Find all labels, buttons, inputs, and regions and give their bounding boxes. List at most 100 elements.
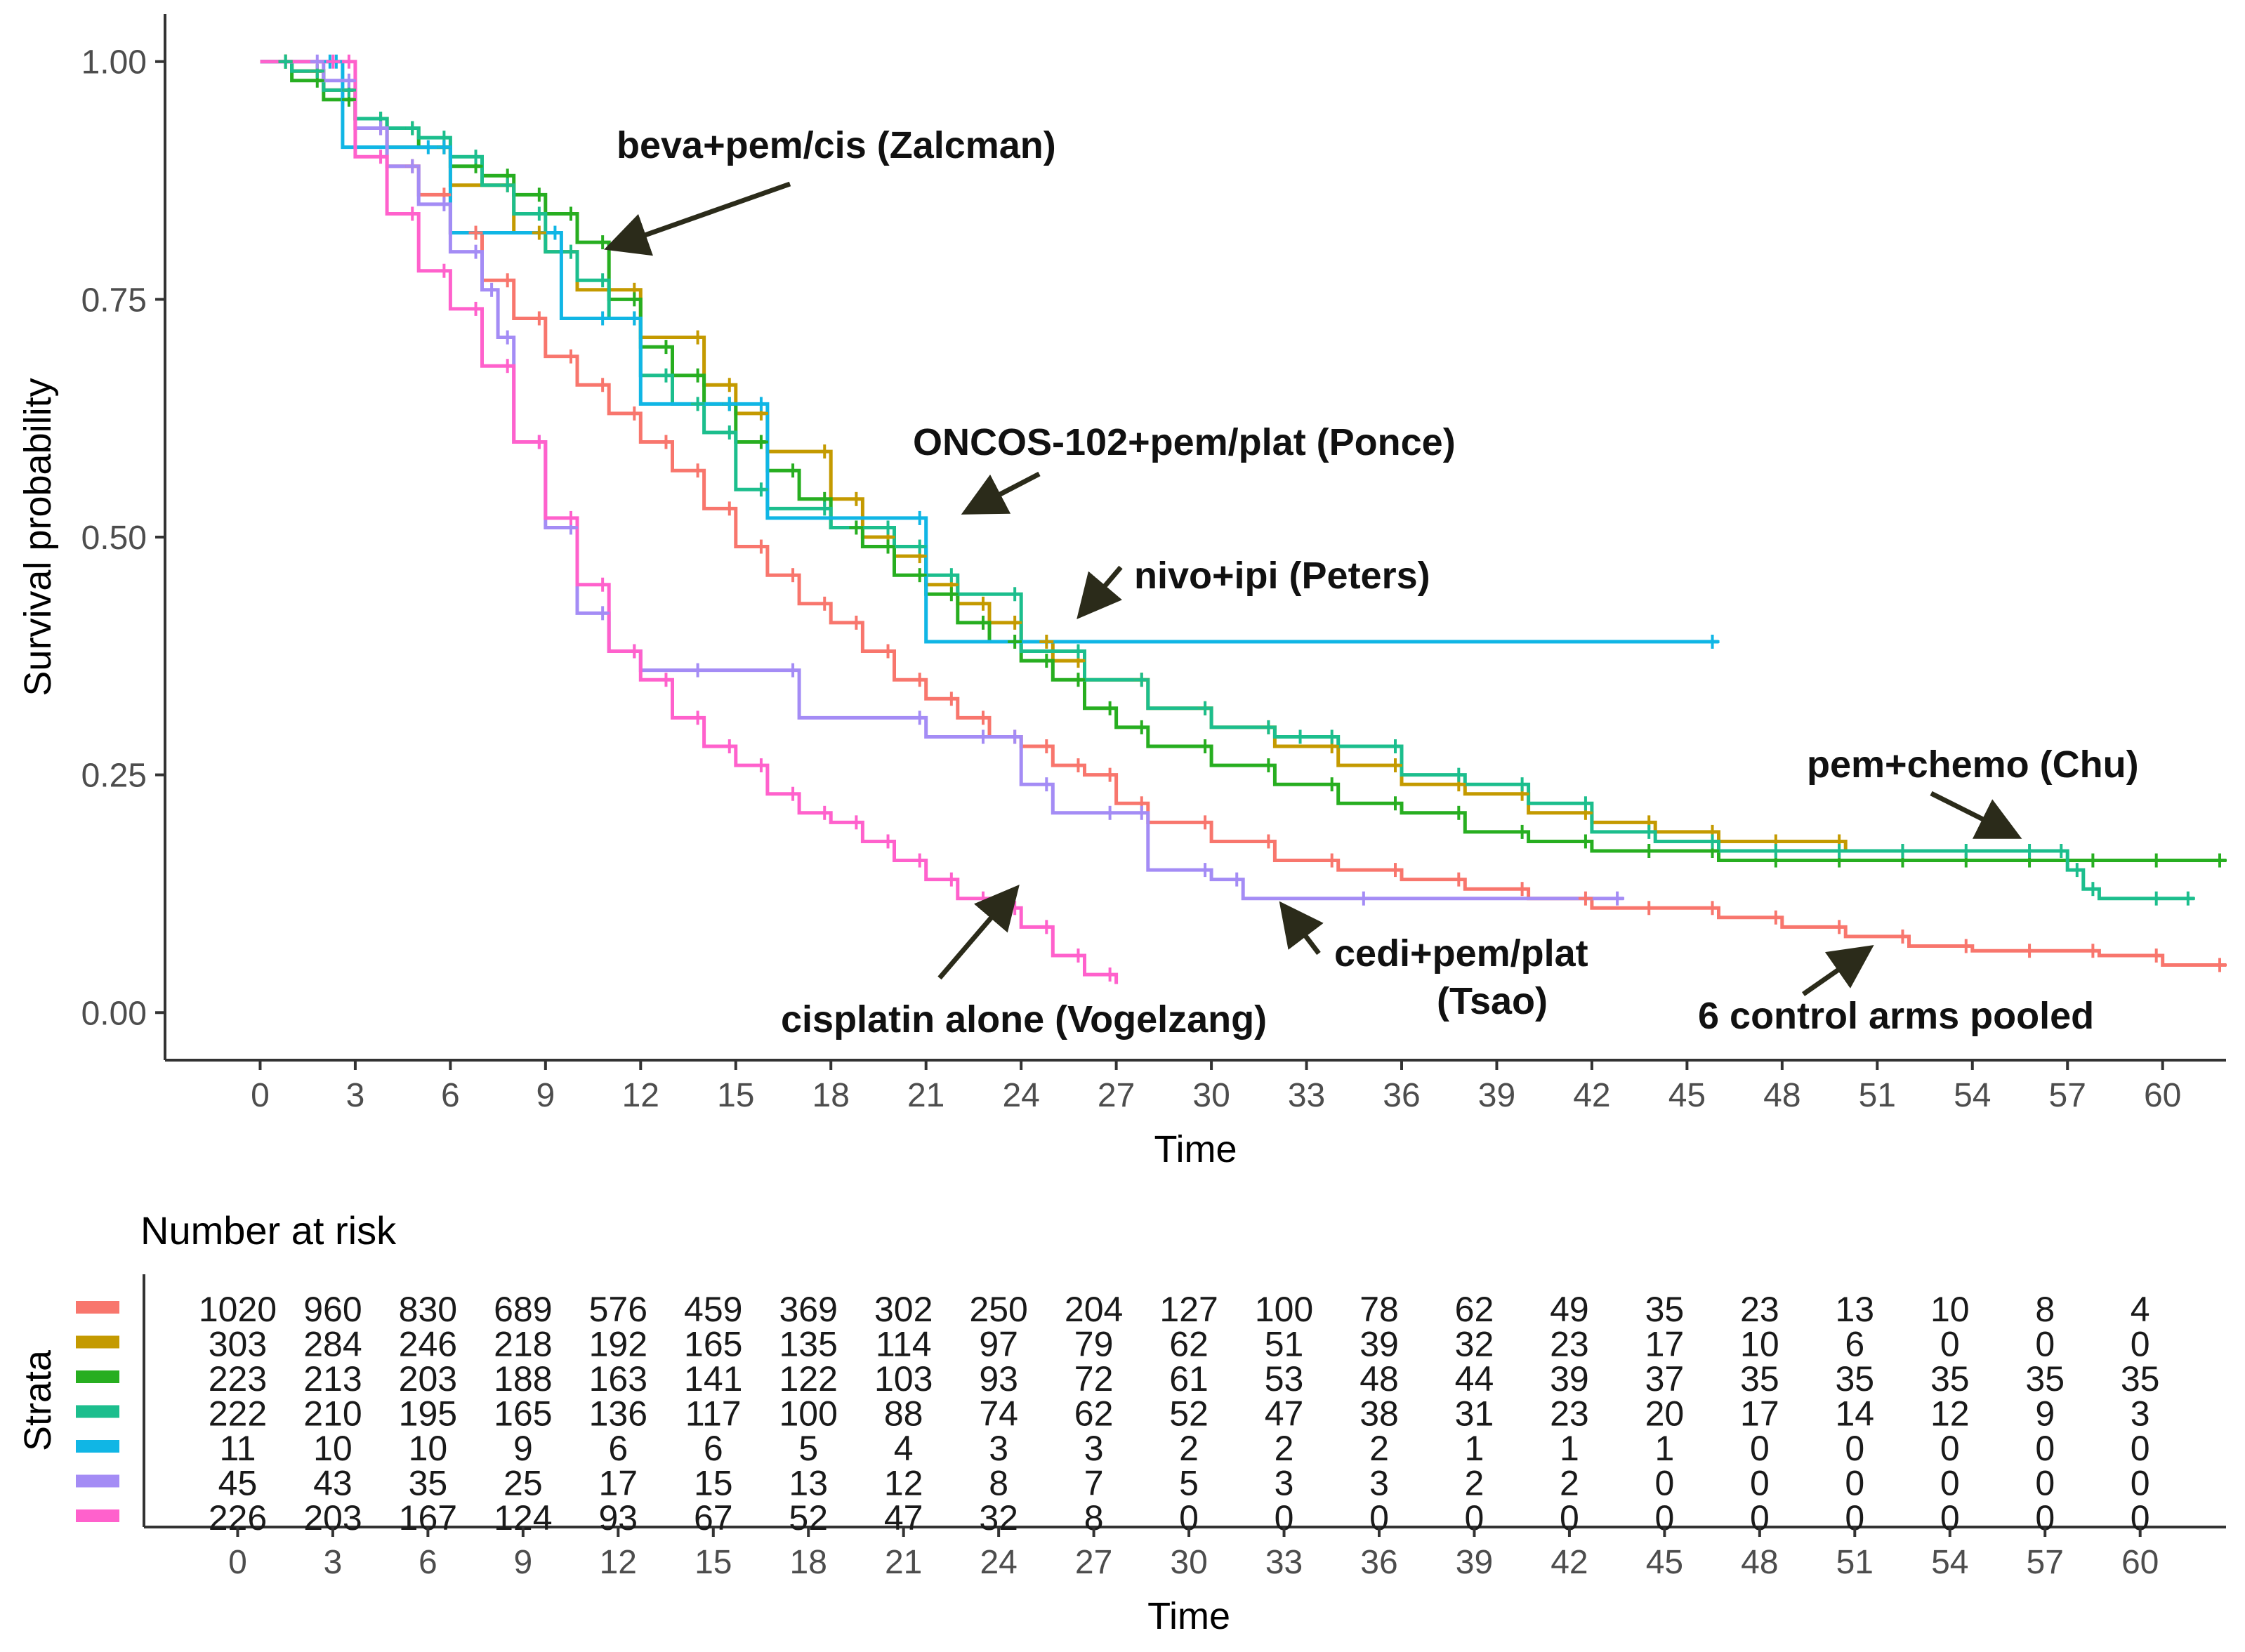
censor-mark-pem-chemo-chu xyxy=(2086,882,2100,897)
risk-table-cells: 1020 960 830 689 576 459 369 302 250 204 127 100 78 6… xyxy=(199,1290,2160,1538)
risk-cell: 195 xyxy=(399,1394,457,1434)
censor-mark-pem-chemo-chu xyxy=(1198,701,1213,715)
annotation-arrow xyxy=(1802,945,1874,996)
censor-mark-6-control-arms-pooled xyxy=(532,311,546,326)
risk-cell: 35 xyxy=(1645,1290,1685,1329)
risk-cell: 830 xyxy=(399,1290,457,1329)
risk-cell: 35 xyxy=(2025,1359,2065,1399)
risk-cell: 0 xyxy=(2131,1429,2150,1468)
annotation-oncos-102-pem-plat-ponce: ONCOS-102+pem/plat (Ponce) xyxy=(913,421,1456,515)
censor-mark-6-control-arms-pooled xyxy=(786,568,801,583)
risk-cell: 7 xyxy=(1084,1464,1104,1503)
censor-mark-pem-chemo-chu xyxy=(2022,844,2037,858)
risk-cell: 10 xyxy=(313,1429,353,1468)
risk-x-tick-label-0: 0 xyxy=(228,1544,247,1581)
risk-cell: 213 xyxy=(303,1359,362,1399)
censor-mark-cisplatin-alone-vogelzang xyxy=(405,206,420,221)
censor-mark-pem-chemo-chu xyxy=(1451,767,1466,782)
censor-mark-beva-pem-cis-zalcman xyxy=(532,187,546,202)
risk-cell: 689 xyxy=(494,1290,552,1329)
risk-cell: 13 xyxy=(789,1464,828,1503)
censor-mark-oncos-102-pem-plat-ponce xyxy=(753,397,768,411)
censor-mark-pem-chemo-chu xyxy=(1578,796,1593,811)
censor-mark-6-control-arms-pooled xyxy=(912,673,927,687)
risk-cell: 25 xyxy=(503,1464,543,1503)
censor-mark-pem-chemo-chu xyxy=(2069,863,2084,878)
risk-cell: 163 xyxy=(589,1359,647,1399)
km-x-tick-label-51: 51 xyxy=(1859,1077,1896,1114)
censor-mark-6-control-arms-pooled xyxy=(722,501,737,516)
risk-cell: 6 xyxy=(704,1429,723,1468)
censor-mark-6-control-arms-pooled xyxy=(1578,891,1593,906)
risk-cell: 141 xyxy=(684,1359,742,1399)
risk-cell: 38 xyxy=(1359,1394,1399,1434)
censor-mark-pem-chemo-chu xyxy=(1958,844,1973,858)
risk-x-tick-label-24: 24 xyxy=(980,1544,1017,1581)
risk-cell: 0 xyxy=(1750,1429,1770,1468)
censor-mark-6-control-arms-pooled xyxy=(753,539,768,554)
censor-mark-beva-pem-cis-zalcman xyxy=(849,520,864,535)
km-curve-oncos-102-pem-plat-ponce xyxy=(260,60,1719,644)
censor-mark-nivo-ipi-peters xyxy=(817,444,832,459)
km-x-tick-label-45: 45 xyxy=(1668,1077,1706,1114)
censor-mark-beva-pem-cis-zalcman xyxy=(659,340,673,355)
censor-mark-pem-chemo-chu xyxy=(1388,739,1402,753)
risk-cell: 88 xyxy=(884,1394,923,1434)
censor-mark-6-control-arms-pooled xyxy=(1832,920,1847,934)
annotation-label: cisplatin alone (Vogelzang) xyxy=(781,998,1267,1040)
censor-mark-6-control-arms-pooled xyxy=(2022,944,2037,958)
censor-mark-nivo-ipi-peters xyxy=(690,330,705,345)
censor-mark-nivo-ipi-peters xyxy=(1008,615,1022,630)
risk-cell: 35 xyxy=(1740,1359,1779,1399)
risk-cell: 0 xyxy=(1845,1464,1864,1503)
censor-mark-cisplatin-alone-vogelzang xyxy=(595,577,610,592)
risk-cell: 10 xyxy=(409,1429,448,1468)
risk-x-tick-label-6: 6 xyxy=(419,1544,437,1581)
risk-table-panel: Number at risk Strata 1020 960 830 689 576 45… xyxy=(17,1208,2226,1637)
censor-mark-cisplatin-alone-vogelzang xyxy=(786,786,801,801)
censor-mark-cedi-pem-plat-tsao xyxy=(374,121,388,136)
risk-cell: 369 xyxy=(779,1290,838,1329)
censor-mark-pem-chemo-chu xyxy=(659,368,673,383)
risk-x-tick-label-21: 21 xyxy=(885,1544,922,1581)
risk-cell: 0 xyxy=(2035,1464,2055,1503)
risk-cell: 210 xyxy=(303,1394,362,1434)
risk-cell: 97 xyxy=(979,1325,1018,1364)
censor-mark-nivo-ipi-peters xyxy=(722,378,737,392)
censor-mark-6-control-arms-pooled xyxy=(2213,958,2227,972)
censor-mark-beva-pem-cis-zalcman xyxy=(690,368,705,383)
censor-mark-oncos-102-pem-plat-ponce xyxy=(627,311,642,326)
censor-mark-beva-pem-cis-zalcman xyxy=(2213,853,2227,868)
censor-mark-oncos-102-pem-plat-ponce xyxy=(722,397,737,411)
censor-mark-beva-pem-cis-zalcman xyxy=(1008,635,1022,649)
risk-x-tick-label-42: 42 xyxy=(1551,1544,1588,1581)
censor-mark-beva-pem-cis-zalcman xyxy=(1071,673,1086,687)
censor-mark-beva-pem-cis-zalcman xyxy=(1451,805,1466,820)
annotation-label: pem+chemo (Chu) xyxy=(1807,744,2139,786)
censor-mark-pem-chemo-chu xyxy=(2149,891,2164,906)
risk-cell: 3 xyxy=(2131,1394,2150,1434)
censor-mark-cedi-pem-plat-tsao xyxy=(1610,891,1625,906)
censor-mark-cedi-pem-plat-tsao xyxy=(405,159,420,173)
risk-cell: 576 xyxy=(589,1290,647,1329)
strata-swatch-5 xyxy=(76,1440,119,1453)
risk-cell: 0 xyxy=(1940,1464,1960,1503)
censor-mark-cedi-pem-plat-tsao xyxy=(912,711,927,725)
risk-cell: 2 xyxy=(1465,1464,1484,1503)
risk-cell: 62 xyxy=(1455,1290,1494,1329)
risk-cell: 9 xyxy=(513,1429,533,1468)
risk-x-tick-label-30: 30 xyxy=(1170,1544,1207,1581)
censor-mark-cedi-pem-plat-tsao xyxy=(786,663,801,678)
censor-mark-pem-chemo-chu xyxy=(1261,720,1276,734)
censor-mark-6-control-arms-pooled xyxy=(1895,929,1910,944)
risk-cell: 10 xyxy=(1930,1290,1970,1329)
censor-mark-beva-pem-cis-zalcman xyxy=(1388,796,1402,811)
risk-cell: 103 xyxy=(874,1359,933,1399)
risk-cell: 0 xyxy=(2035,1429,2055,1468)
censor-mark-beva-pem-cis-zalcman xyxy=(1261,758,1276,773)
censor-mark-beva-pem-cis-zalcman xyxy=(1198,739,1213,753)
km-x-tick-label-60: 60 xyxy=(2144,1077,2181,1114)
risk-cell: 1 xyxy=(1654,1429,1674,1468)
censor-mark-cedi-pem-plat-tsao xyxy=(310,54,324,69)
risk-cell: 0 xyxy=(2035,1325,2055,1364)
